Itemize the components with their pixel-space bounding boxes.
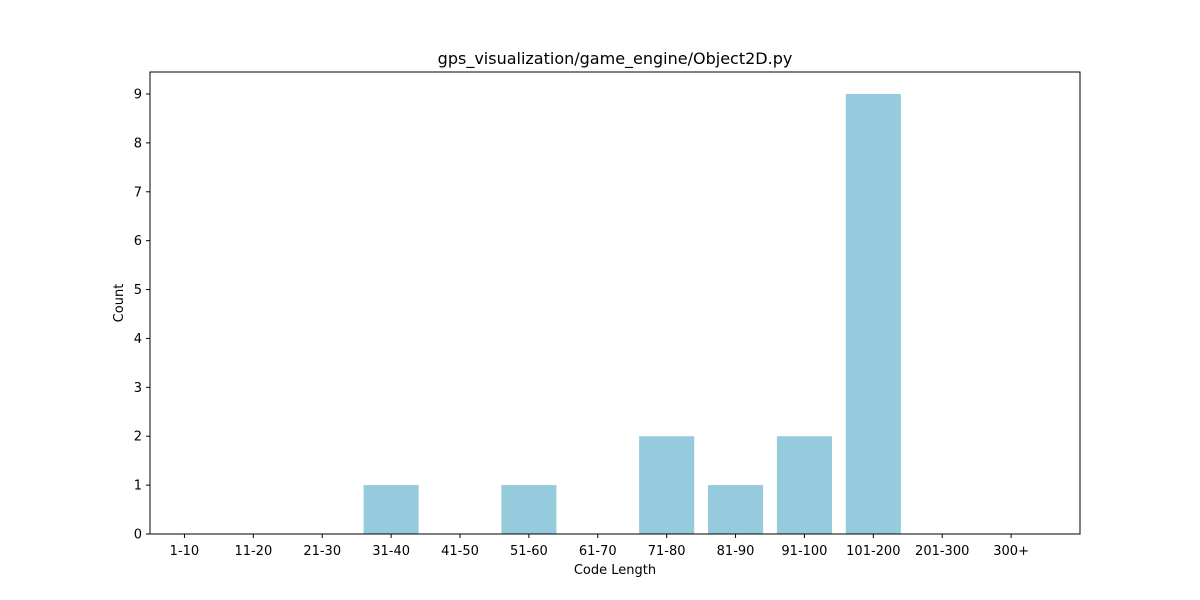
y-tick-label: 5: [134, 283, 142, 298]
x-axis-label: Code Length: [574, 563, 656, 578]
bar-101-200: [845, 94, 901, 534]
x-tick-label: 91-100: [781, 544, 827, 559]
y-tick-label: 8: [134, 136, 142, 151]
y-tick-label: 3: [134, 381, 142, 396]
y-tick-label: 1: [134, 479, 142, 494]
x-tick-label: 300+: [993, 544, 1029, 559]
bar-71-80: [639, 436, 695, 534]
y-tick-label: 2: [134, 430, 142, 445]
bar-81-90: [708, 485, 764, 534]
y-axis-label: Count: [112, 284, 127, 323]
x-tick-label: 61-70: [579, 544, 617, 559]
x-tick-label: 201-300: [915, 544, 969, 559]
plot-frame: [149, 71, 1081, 535]
x-tick-label: 11-20: [234, 544, 272, 559]
x-tick-label: 51-60: [510, 544, 548, 559]
x-tick-label: 31-40: [372, 544, 410, 559]
chart-title: gps_visualization/game_engine/Object2D.p…: [438, 49, 793, 69]
x-axis-ticks: 1-10 11-20 21-30 31-40 41-50 51-60 61-70 71-80 8…: [170, 534, 1029, 559]
y-tick-label: 9: [134, 88, 142, 103]
y-tick-label: 0: [134, 528, 142, 543]
x-tick-label: 21-30: [303, 544, 341, 559]
bar-51-60: [501, 485, 557, 534]
y-tick-label: 4: [134, 332, 142, 347]
x-tick-label: 71-80: [648, 544, 686, 559]
y-tick-label: 7: [134, 185, 142, 200]
bar-31-40: [363, 485, 419, 534]
y-tick-label: 6: [134, 234, 142, 249]
x-tick-label: 1-10: [170, 544, 200, 559]
bar-91-100: [776, 436, 832, 534]
x-tick-label: 81-90: [717, 544, 755, 559]
x-tick-label: 101-200: [846, 544, 900, 559]
bars-group: [363, 94, 901, 534]
y-axis-ticks: 0 1 2 3 4 5 6 7 8 9: [134, 88, 150, 543]
x-tick-label: 41-50: [441, 544, 479, 559]
